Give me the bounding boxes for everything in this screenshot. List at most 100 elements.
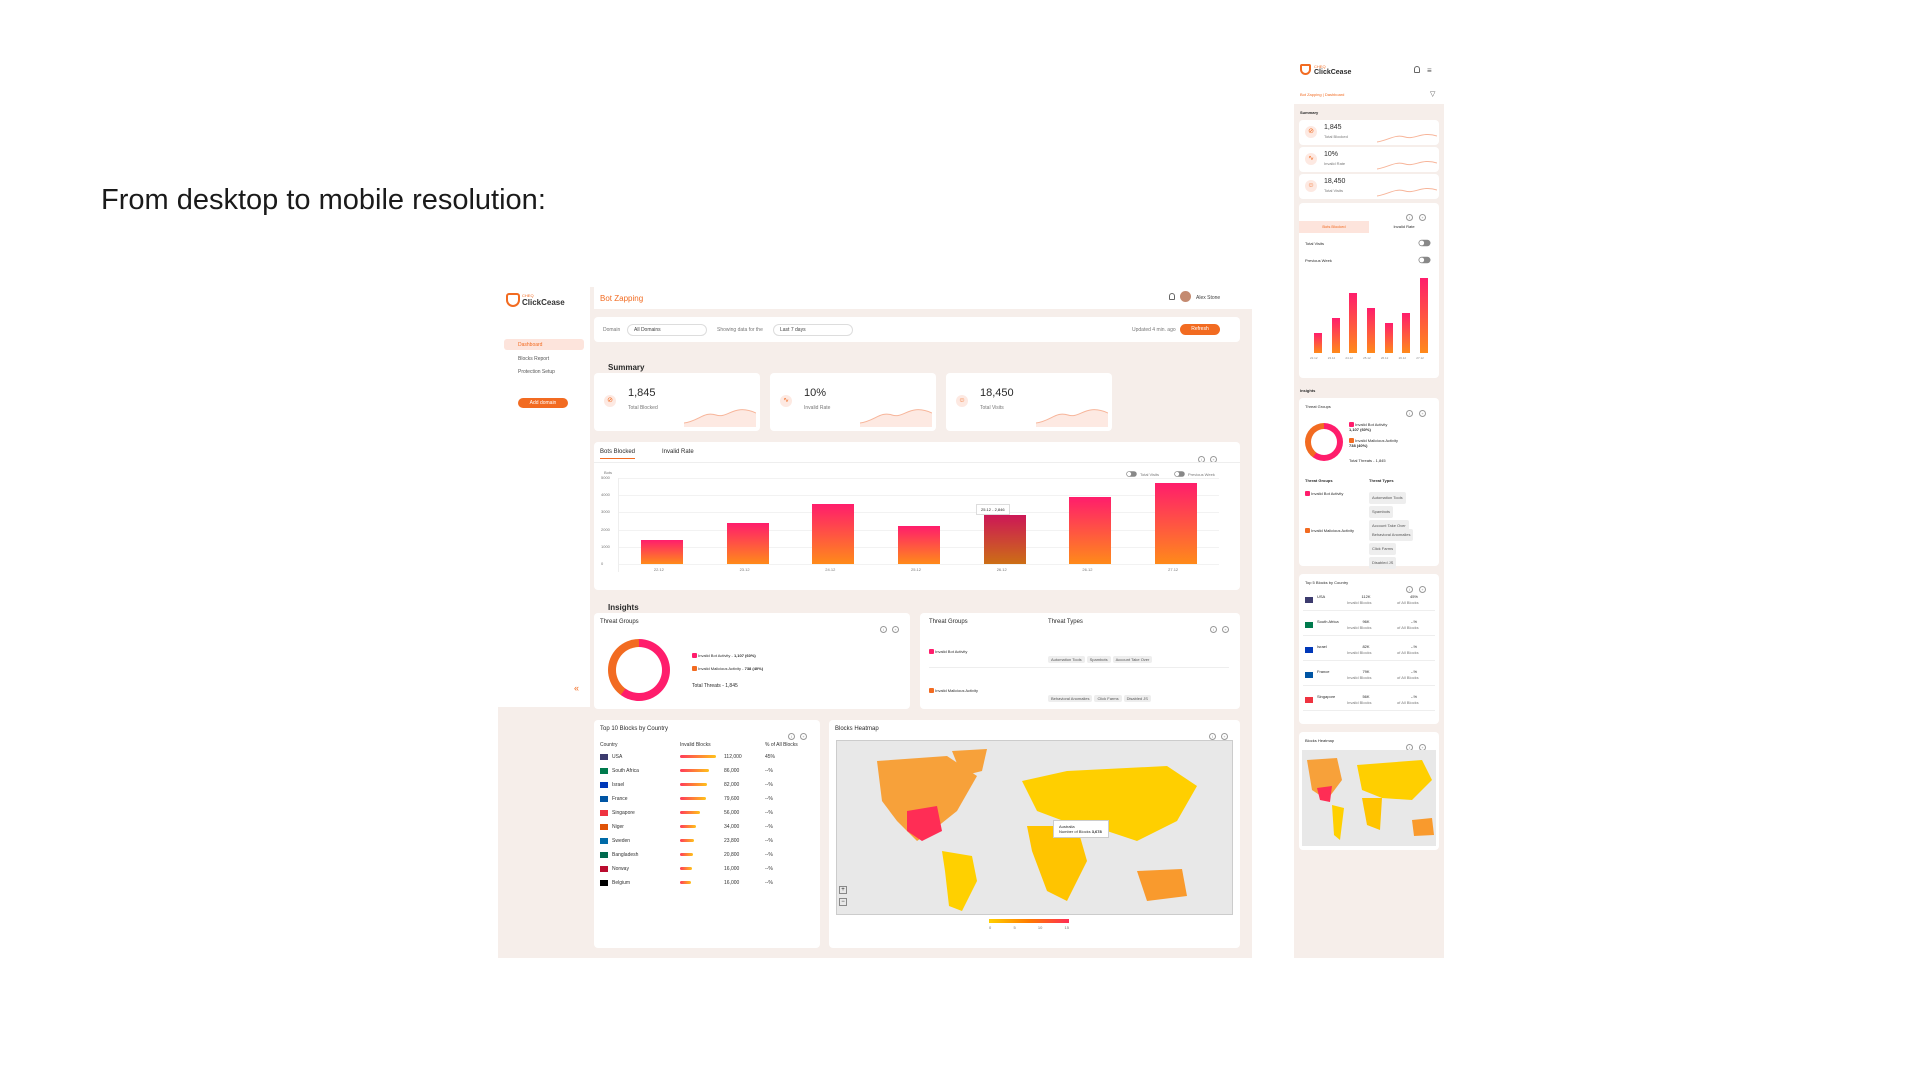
tab-invalid-rate[interactable]: Invalid Rate <box>1393 224 1415 229</box>
flag-icon <box>600 782 608 788</box>
tab-bots-blocked[interactable]: Bots Blocked <box>1299 221 1369 233</box>
chart-bar[interactable] <box>726 522 769 564</box>
previous-week-toggle[interactable] <box>1174 471 1185 477</box>
insights-title: Insights <box>1300 388 1316 393</box>
col-pct[interactable]: % of All Blocks <box>765 742 798 748</box>
expand-icon[interactable]: + <box>1221 725 1228 743</box>
refresh-button[interactable]: Refresh <box>1180 324 1220 335</box>
legend-item-malicious: Invalid Malicious Activity 738 (40%) <box>1349 438 1399 449</box>
tab-invalid-rate[interactable]: Invalid Rate <box>662 449 694 455</box>
chart-bar[interactable] <box>812 503 855 564</box>
insights-title: Insights <box>608 603 639 612</box>
chart-bar[interactable] <box>1349 293 1358 353</box>
summary-card[interactable]: ⊘ 1,845 Total Blocked <box>594 373 760 431</box>
pct-value: --% <box>765 880 773 886</box>
threat-row-malicious: Invalid Malicious Activity <box>1305 528 1365 534</box>
pct-caption: of All Blocks <box>1397 625 1419 630</box>
sidebar-item-protection-setup[interactable]: Protection Setup <box>518 369 555 375</box>
domain-select[interactable]: All Domains <box>627 324 707 336</box>
expand-icon[interactable]: + <box>892 618 899 636</box>
bell-icon[interactable] <box>1169 293 1175 300</box>
mobile-heatmap-card: Blocks Heatmap i + <box>1299 732 1439 850</box>
ban-icon: ⊘ <box>1305 126 1317 138</box>
total-visits-toggle[interactable] <box>1126 471 1137 477</box>
mobile-world-map[interactable] <box>1302 750 1436 846</box>
sparkline <box>1376 128 1438 144</box>
tab-bots-blocked[interactable]: Bots Blocked <box>600 449 636 459</box>
info-icon[interactable]: i <box>1406 206 1413 224</box>
expand-icon[interactable]: + <box>1419 402 1426 420</box>
threat-groups-title: Threat Groups <box>1305 404 1331 409</box>
bell-icon[interactable] <box>1414 66 1420 73</box>
blocks-value: 96K <box>1362 619 1370 624</box>
chart-bar[interactable] <box>1313 333 1322 353</box>
pct-value: --% <box>1410 644 1418 649</box>
x-tick-label: 23.12 <box>739 567 750 572</box>
sidebar-item-dashboard[interactable]: Dashboard <box>504 339 584 350</box>
avatar[interactable] <box>1180 291 1191 302</box>
previous-week-toggle[interactable] <box>1418 256 1431 264</box>
page-title[interactable]: Bot Zapping <box>600 294 644 303</box>
country-name: Niger <box>612 824 624 830</box>
info-icon[interactable]: i <box>1210 618 1217 636</box>
pct-value: --% <box>1410 619 1418 624</box>
brand-name: ClickCease <box>522 298 565 307</box>
info-icon[interactable]: i <box>788 725 795 743</box>
country-name: Belgium <box>612 880 631 886</box>
expand-icon[interactable]: + <box>1210 448 1217 466</box>
collapse-sidebar-icon[interactable]: « <box>574 683 580 693</box>
logo-shield-icon <box>506 293 520 307</box>
country-name: France <box>612 796 628 802</box>
countries-table-card: Top 10 Blocks by Country i + Country Inv… <box>594 720 820 948</box>
pct-caption: of All Blocks <box>1397 600 1419 605</box>
users-icon: ☺ <box>956 395 968 407</box>
info-icon[interactable]: i <box>1406 402 1413 420</box>
expand-icon[interactable]: + <box>1222 618 1229 636</box>
summary-card[interactable]: ∿ 10% Invalid Rate <box>770 373 936 431</box>
range-select[interactable]: Last 7 days <box>773 324 853 336</box>
pct-value: --% <box>765 796 773 802</box>
total-visits-toggle[interactable] <box>1418 239 1431 247</box>
threat-row-bot: Invalid Bot Activity <box>1305 491 1343 497</box>
col-country[interactable]: Country <box>600 742 618 748</box>
zoom-out-button[interactable]: − <box>839 898 847 906</box>
world-map[interactable] <box>836 740 1233 915</box>
flag-icon <box>600 866 608 872</box>
user-name[interactable]: Alex Stone <box>1196 295 1221 301</box>
chart-bar[interactable] <box>1402 313 1411 353</box>
expand-icon[interactable]: + <box>1419 206 1426 224</box>
chart-bar[interactable] <box>640 539 683 564</box>
col-invalid-blocks[interactable]: Invalid Blocks <box>680 742 711 748</box>
chart-bar[interactable] <box>1155 483 1198 564</box>
chart-bar[interactable] <box>1384 323 1393 353</box>
expand-icon[interactable]: + <box>800 725 807 743</box>
chart-bar[interactable] <box>983 515 1026 564</box>
zoom-in-button[interactable]: + <box>839 886 847 894</box>
info-icon[interactable]: i <box>880 618 887 636</box>
chart-bar[interactable] <box>1367 308 1375 353</box>
menu-icon[interactable]: ≡ <box>1427 66 1432 75</box>
summary-card[interactable]: ☺ 18,450 Total Visits <box>946 373 1112 431</box>
pct-value: --% <box>765 768 773 774</box>
chart-bar[interactable] <box>1331 318 1340 353</box>
stat-value: 10% <box>804 387 827 399</box>
filter-icon[interactable]: ▽ <box>1430 91 1436 98</box>
pct-value: --% <box>1410 694 1418 699</box>
users-icon: ☺ <box>1305 180 1317 192</box>
chart-bar[interactable] <box>1069 496 1112 564</box>
expand-icon[interactable]: + <box>1419 578 1426 596</box>
info-icon[interactable]: i <box>1406 578 1413 596</box>
summary-card[interactable]: ☺ 18,450 Total Visits <box>1299 174 1439 199</box>
x-tick-label: 25.12 <box>911 567 922 572</box>
summary-card[interactable]: ∿ 10% Invalid Rate <box>1299 147 1439 172</box>
chart-bar[interactable] <box>898 526 940 564</box>
chart-bar[interactable] <box>1420 278 1429 353</box>
sidebar-item-blocks-report[interactable]: Blocks Report <box>518 356 550 362</box>
flag-icon <box>1305 697 1313 703</box>
add-domain-button[interactable]: Add domain <box>518 398 568 408</box>
x-tick-label: 27.12 <box>1416 356 1424 360</box>
info-icon[interactable]: i <box>1198 448 1205 466</box>
info-icon[interactable]: i <box>1209 725 1216 743</box>
summary-card[interactable]: ⊘ 1,845 Total Blocked <box>1299 120 1439 145</box>
breadcrumb[interactable]: Bot Zapping | Dashboard <box>1300 92 1345 97</box>
